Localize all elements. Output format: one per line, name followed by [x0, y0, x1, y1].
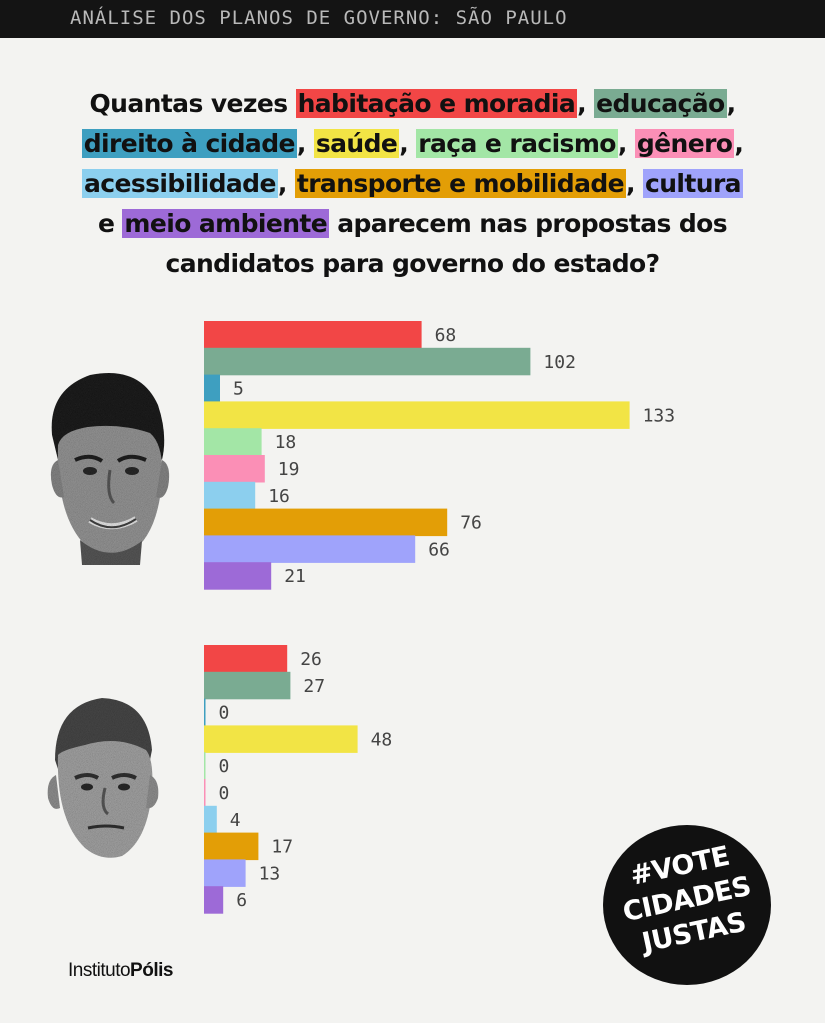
bar-value-label: 27 [303, 676, 325, 697]
bar-value-label: 13 [259, 863, 281, 884]
bar-2-5 [204, 752, 206, 780]
bar-value-label: 18 [275, 432, 297, 453]
bar-1-3 [204, 374, 220, 403]
bar-value-label: 66 [428, 539, 450, 560]
bar-2-10 [204, 886, 224, 914]
bar-1-2 [204, 347, 531, 376]
chart-title: Quantas vezes habitação e moradia, educa… [20, 84, 805, 284]
bar-value-label: 76 [460, 513, 482, 534]
candidate-portrait-2 [47, 698, 159, 858]
bar-value-label: 16 [268, 486, 290, 507]
title-sep: , [726, 89, 737, 118]
title-tag-meio-ambiente: meio ambiente [122, 209, 330, 238]
bar-value-label: 68 [435, 325, 457, 346]
bar-1-10 [204, 562, 272, 590]
bar-2-1 [204, 645, 288, 673]
title-text: aparecem nas propostas dos [329, 209, 728, 238]
title-sep: , [734, 129, 744, 158]
title-tag-transporte: transporte e mobilidade [294, 169, 626, 198]
bar-value-label: 0 [219, 703, 230, 724]
bar-1-8 [204, 508, 448, 537]
header-label: ANÁLISE DOS PLANOS DE GOVERNO: SÃO PAULO [70, 7, 568, 29]
title-sep: , [626, 169, 644, 198]
title-tag-raca: raça e racismo [416, 129, 618, 158]
logo-bold: Pólis [130, 960, 173, 981]
candidate-portrait-1 [50, 373, 170, 565]
title-tag-habitacao: habitação e moradia [295, 89, 578, 118]
bar-value-label: 48 [371, 729, 393, 750]
bar-1-4 [204, 401, 630, 429]
bar-2-9 [204, 859, 246, 887]
title-sep: , [577, 89, 595, 118]
bar-value-label: 6 [236, 890, 247, 911]
bar-value-label: 0 [219, 783, 230, 804]
title-tag-educacao: educação [594, 89, 727, 118]
badge-text: #VOTE CIDADES JUSTAS [594, 833, 780, 968]
bar-value-label: 5 [233, 379, 244, 400]
title-sep: , [277, 169, 295, 198]
bar-2-4 [204, 725, 358, 753]
bar-1-1 [204, 321, 422, 349]
bar-value-label: 21 [284, 566, 306, 587]
header-bar: ANÁLISE DOS PLANOS DE GOVERNO: SÃO PAULO [0, 0, 825, 38]
bar-value-label: 133 [643, 405, 676, 426]
title-sep: , [296, 129, 314, 158]
bar-1-6 [204, 455, 265, 483]
bar-2-2 [204, 671, 291, 700]
title-text: candidatos para governo do estado? [165, 249, 660, 278]
logo-regular: Instituto [68, 960, 131, 981]
bar-1-5 [204, 428, 262, 456]
bar-2-7 [204, 805, 217, 834]
instituto-polis-logo: InstitutoPólis [68, 960, 173, 982]
title-sep: , [399, 129, 417, 158]
title-sep: , [617, 129, 635, 158]
bar-2-3 [204, 698, 206, 727]
title-tag-genero: gênero [634, 129, 735, 158]
bar-value-label: 102 [543, 352, 576, 373]
title-tag-cultura: cultura [643, 169, 743, 198]
vote-cidades-justas-badge: #VOTE CIDADES JUSTAS [603, 825, 771, 985]
title-tag-saude: saúde [313, 129, 400, 158]
bar-value-label: 19 [278, 459, 300, 480]
title-tag-acessibilidade: acessibilidade [82, 169, 278, 198]
bar-2-8 [204, 832, 259, 861]
bar-value-label: 26 [300, 649, 322, 670]
bar-1-9 [204, 535, 416, 563]
bar-1-7 [204, 481, 256, 510]
bar-value-label: 4 [230, 810, 241, 831]
title-text: Quantas vezes [89, 89, 296, 118]
bar-value-label: 17 [271, 837, 293, 858]
title-tag-direito: direito à cidade [81, 129, 297, 158]
bar-value-label: 0 [219, 756, 230, 777]
bar-2-6 [204, 779, 206, 807]
title-text: e [97, 209, 123, 238]
